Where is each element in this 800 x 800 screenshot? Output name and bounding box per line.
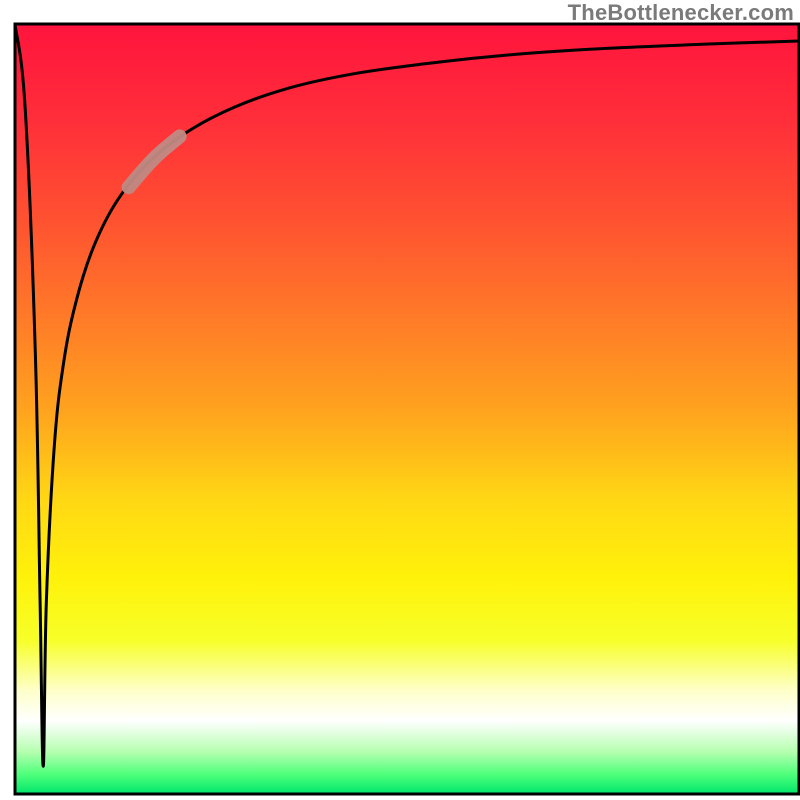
chart-svg (0, 0, 800, 800)
chart-canvas: { "watermark": { "text": "TheBottlenecke… (0, 0, 800, 800)
watermark: TheBottlenecker.com (568, 0, 794, 26)
chart-background (15, 24, 799, 794)
